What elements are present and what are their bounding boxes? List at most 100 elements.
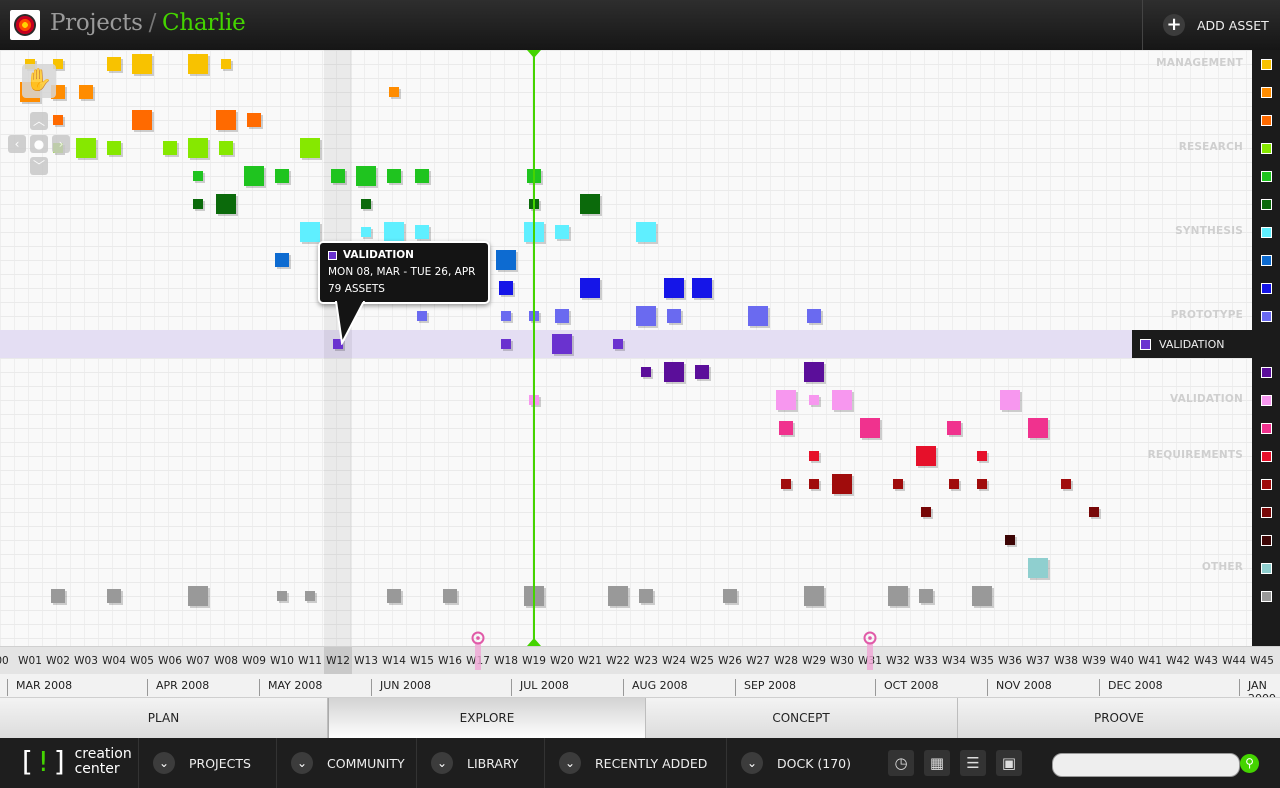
category-swatch[interactable] [1261,563,1272,574]
asset-mark[interactable] [275,253,289,267]
asset-mark[interactable] [415,225,429,239]
asset-mark[interactable] [188,54,208,74]
week-label[interactable]: W18 [494,655,518,667]
asset-mark[interactable] [921,507,931,517]
asset-mark[interactable] [501,339,511,349]
asset-mark[interactable] [107,141,121,155]
week-label[interactable]: W03 [74,655,98,667]
asset-mark[interactable] [415,169,429,183]
week-label[interactable]: W24 [662,655,686,667]
asset-mark[interactable] [552,334,572,354]
week-label[interactable]: W05 [130,655,154,667]
week-label[interactable]: W36 [998,655,1022,667]
week-label[interactable]: W40 [1110,655,1134,667]
footer-nav-item[interactable]: ⌄ LIBRARY [416,738,543,788]
week-label[interactable]: W33 [914,655,938,667]
asset-mark[interactable] [277,591,287,601]
week-label[interactable]: W26 [718,655,742,667]
asset-mark[interactable] [387,169,401,183]
current-week-bottom-marker[interactable] [527,638,541,646]
pan-up-button[interactable]: ︿ [30,112,48,130]
selected-row-tag[interactable]: VALIDATION [1132,330,1280,358]
asset-mark[interactable] [1089,507,1099,517]
brand-logo[interactable]: [!] creation center [18,747,132,777]
week-label[interactable]: W10 [270,655,294,667]
asset-mark[interactable] [804,362,824,382]
category-swatch[interactable] [1261,395,1272,406]
asset-mark[interactable] [53,59,63,69]
asset-mark[interactable] [692,278,712,298]
search-go-icon[interactable]: ⚲ [1240,754,1259,773]
pan-down-button[interactable]: ﹀ [30,157,48,175]
asset-mark[interactable] [132,110,152,130]
asset-mark[interactable] [389,87,399,97]
asset-mark[interactable] [723,589,737,603]
week-label[interactable]: W32 [886,655,910,667]
week-label[interactable]: W15 [410,655,434,667]
asset-mark[interactable] [107,589,121,603]
asset-mark[interactable] [893,479,903,489]
asset-mark[interactable] [779,421,793,435]
asset-mark[interactable] [331,169,345,183]
asset-mark[interactable] [977,479,987,489]
asset-mark[interactable] [919,589,933,603]
category-swatch[interactable] [1261,311,1272,322]
asset-mark[interactable] [832,390,852,410]
asset-mark[interactable] [1000,390,1020,410]
asset-mark[interactable] [417,311,427,321]
asset-mark[interactable] [636,306,656,326]
week-label[interactable]: W06 [158,655,182,667]
asset-mark[interactable] [580,278,600,298]
asset-mark[interactable] [247,113,261,127]
asset-mark[interactable] [275,169,289,183]
category-swatch[interactable] [1261,87,1272,98]
asset-mark[interactable] [555,309,569,323]
asset-mark[interactable] [361,227,371,237]
asset-mark[interactable] [305,591,315,601]
phase-tab[interactable]: PROOVE [958,698,1280,739]
asset-mark[interactable] [53,115,63,125]
week-label[interactable]: W39 [1082,655,1106,667]
presentation-icon[interactable]: ▣ [996,750,1022,776]
week-label[interactable]: W30 [830,655,854,667]
asset-mark[interactable] [804,586,824,606]
category-swatch[interactable] [1261,507,1272,518]
asset-mark[interactable] [613,339,623,349]
asset-mark[interactable] [1028,418,1048,438]
phase-tab[interactable]: CONCEPT [645,698,958,739]
asset-mark[interactable] [555,225,569,239]
asset-mark[interactable] [832,474,852,494]
asset-mark[interactable] [947,421,961,435]
asset-mark[interactable] [1061,479,1071,489]
week-label[interactable]: W25 [690,655,714,667]
milestone-pin-icon[interactable] [862,630,878,670]
asset-mark[interactable] [193,199,203,209]
asset-mark[interactable] [193,171,203,181]
phase-tab[interactable]: EXPLORE [328,698,646,739]
footer-nav-item[interactable]: ⌄ COMMUNITY [276,738,407,788]
week-label[interactable]: W07 [186,655,210,667]
asset-mark[interactable] [163,141,177,155]
asset-mark[interactable] [216,194,236,214]
asset-mark[interactable] [51,589,65,603]
asset-mark[interactable] [356,166,376,186]
asset-mark[interactable] [695,365,709,379]
asset-mark[interactable] [748,306,768,326]
asset-mark[interactable] [300,138,320,158]
asset-mark[interactable] [107,57,121,71]
asset-mark[interactable] [443,589,457,603]
asset-mark[interactable] [809,451,819,461]
asset-mark[interactable] [639,589,653,603]
week-label[interactable]: W22 [606,655,630,667]
current-week-top-marker[interactable] [527,50,541,58]
list-view-icon[interactable]: ☰ [960,750,986,776]
asset-mark[interactable] [1005,535,1015,545]
category-swatch[interactable] [1261,199,1272,210]
week-label[interactable]: W27 [746,655,770,667]
week-label[interactable]: W43 [1194,655,1218,667]
category-swatch[interactable] [1261,255,1272,266]
asset-mark[interactable] [949,479,959,489]
week-label[interactable]: W29 [802,655,826,667]
asset-mark[interactable] [1028,558,1048,578]
asset-mark[interactable] [496,250,516,270]
